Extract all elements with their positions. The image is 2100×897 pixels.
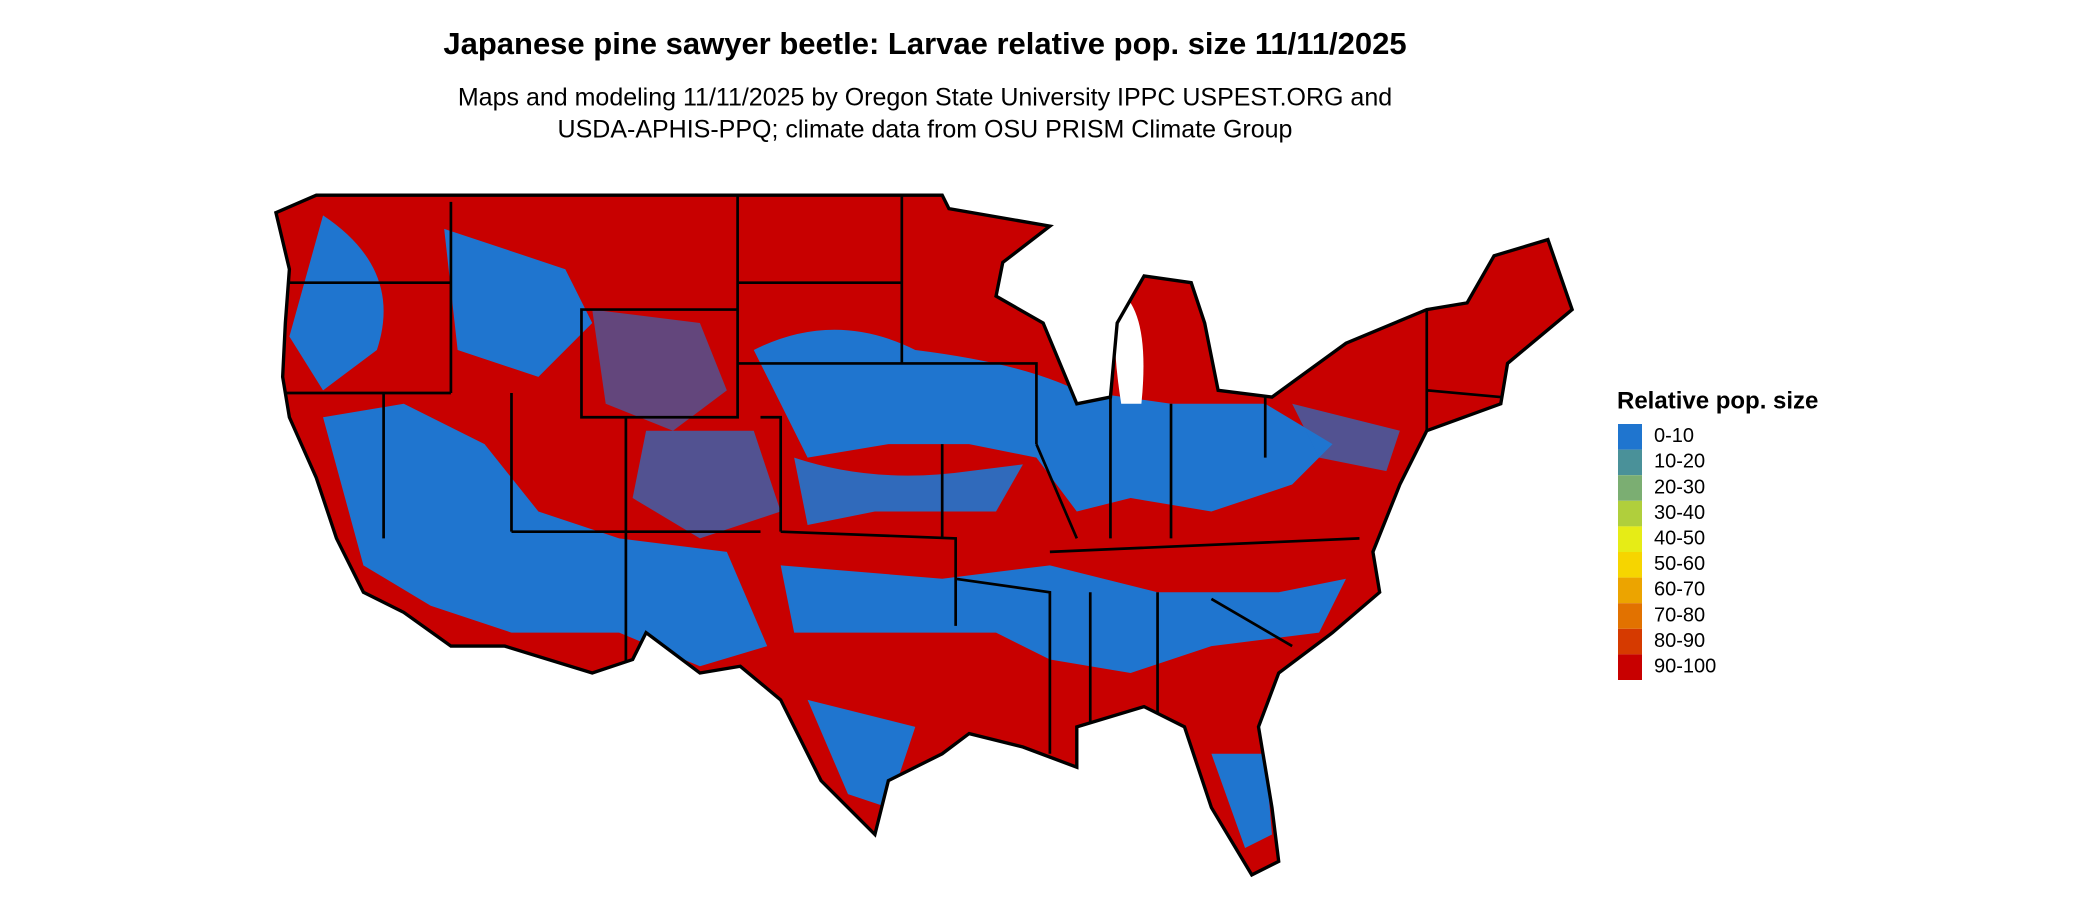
legend-label: 20-30	[1654, 476, 1705, 498]
map	[273, 193, 1575, 878]
legend-label: 80-90	[1654, 630, 1705, 652]
legend-swatch	[1618, 424, 1642, 450]
country-outline	[273, 193, 1575, 878]
map-raster	[275, 195, 1573, 875]
subtitle: USDA-APHIS-PPQ; climate data from OSU PR…	[558, 116, 1293, 144]
subtitle: Maps and modeling 11/11/2025 by Oregon S…	[458, 84, 1392, 112]
legend-label: 60-70	[1654, 579, 1705, 601]
legend-swatch	[1618, 577, 1642, 604]
legend-label: 50-60	[1654, 553, 1705, 575]
legend-swatch	[1618, 526, 1642, 552]
legend-swatch	[1618, 449, 1642, 476]
title: Japanese pine sawyer beetle: Larvae rela…	[443, 26, 1406, 61]
legend-title: Relative pop. size	[1617, 387, 1818, 414]
legend-swatch	[1618, 500, 1642, 527]
legend-label: 30-40	[1654, 502, 1705, 524]
legend-label: 40-50	[1654, 527, 1705, 549]
legend-label: 10-20	[1654, 451, 1705, 473]
legend: 0-10 10-20 20-30 30-40 40-50 50-60 60-70 70-80 8…	[1618, 424, 1716, 680]
legend-label: 90-100	[1654, 655, 1716, 677]
legend-swatch	[1618, 603, 1642, 629]
legend-swatch	[1618, 475, 1642, 501]
legend-label: 0-10	[1654, 425, 1694, 447]
legend-swatch	[1618, 552, 1642, 578]
legend-swatch	[1618, 654, 1642, 680]
state-borders	[282, 195, 1501, 754]
legend-swatch	[1618, 628, 1642, 655]
legend-label: 70-80	[1654, 604, 1705, 626]
